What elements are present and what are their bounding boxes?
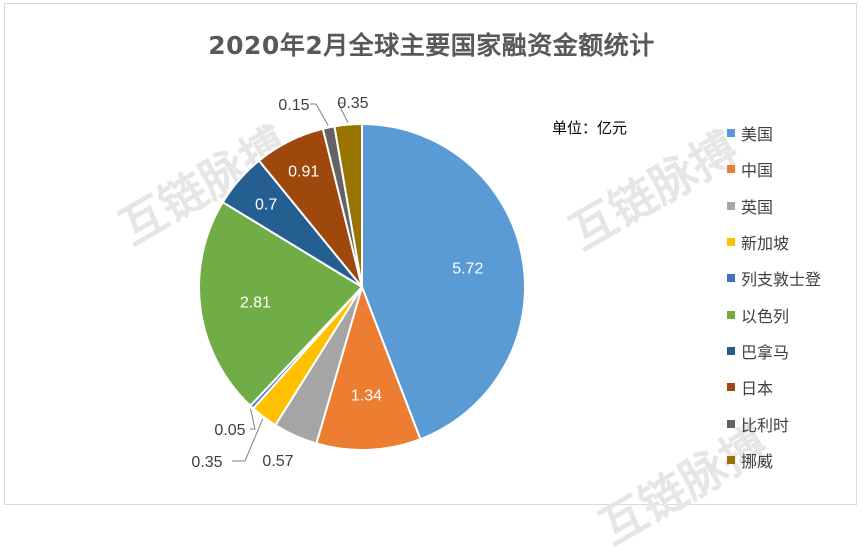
legend-label: 列支敦士登 bbox=[741, 270, 822, 290]
legend-item: 列支敦士登 bbox=[727, 260, 821, 296]
data-label-0: 5.72 bbox=[452, 260, 483, 277]
legend-item: 比利时 bbox=[727, 405, 821, 441]
unit-label: 单位：亿元 bbox=[552, 119, 628, 137]
legend-label: 新加坡 bbox=[741, 234, 790, 254]
legend-swatch bbox=[727, 129, 735, 138]
chart-legend: 美国中国英国新加坡列支敦士登以色列巴拿马日本比利时挪威 bbox=[727, 115, 821, 478]
legend-label: 以色列 bbox=[741, 306, 790, 326]
pie-slice-0 bbox=[361, 122, 526, 441]
legend-label: 日本 bbox=[741, 379, 774, 399]
pie-chart: 5.72 1.34 0.57 0.35 0.05 2.81 0.7 0.91 0.15 0.35 bbox=[191, 95, 526, 471]
data-label-7: 0.91 bbox=[288, 163, 319, 180]
data-label-4: 0.05 bbox=[214, 422, 245, 439]
pie-slice-9 bbox=[333, 122, 363, 288]
legend-item: 以色列 bbox=[727, 296, 821, 332]
legend-swatch bbox=[727, 310, 735, 319]
data-label-3: 0.35 bbox=[191, 454, 222, 471]
legend-label: 巴拿马 bbox=[741, 342, 790, 362]
pie-slice-5 bbox=[198, 200, 364, 408]
chart-title: 2020年2月全球主要国家融资金额统计 bbox=[208, 31, 655, 60]
leader-line-4 bbox=[249, 408, 256, 430]
legend-item: 巴拿马 bbox=[727, 333, 821, 369]
data-label-1: 1.34 bbox=[351, 387, 382, 404]
data-label-2: 0.57 bbox=[262, 453, 293, 470]
legend-label: 中国 bbox=[741, 161, 774, 181]
legend-swatch bbox=[727, 238, 735, 247]
data-label-5: 2.81 bbox=[240, 294, 271, 311]
leader-line-3 bbox=[232, 418, 264, 462]
legend-swatch bbox=[727, 274, 735, 283]
legend-label: 美国 bbox=[741, 125, 774, 145]
pie-slice-1 bbox=[315, 283, 422, 451]
legend-item: 挪威 bbox=[727, 442, 821, 478]
data-label-6: 0.7 bbox=[255, 196, 277, 213]
legend-item: 新加坡 bbox=[727, 224, 821, 260]
legend-label: 英国 bbox=[741, 197, 774, 217]
legend-item: 美国 bbox=[727, 115, 821, 151]
data-label-9: 0.35 bbox=[337, 95, 368, 112]
legend-label: 挪威 bbox=[741, 451, 774, 471]
legend-swatch bbox=[727, 346, 735, 355]
data-labels: 5.72 1.34 0.57 0.35 0.05 2.81 0.7 0.91 0.15 0.35 bbox=[191, 95, 483, 471]
legend-swatch bbox=[727, 419, 735, 428]
chart-frame bbox=[4, 3, 857, 505]
legend-swatch bbox=[727, 383, 735, 392]
leader-line-9 bbox=[337, 102, 349, 123]
leader-lines bbox=[232, 102, 349, 462]
legend-label: 比利时 bbox=[741, 415, 790, 435]
data-label-8: 0.15 bbox=[278, 97, 309, 114]
legend-item: 日本 bbox=[727, 369, 821, 405]
legend-swatch bbox=[727, 455, 735, 464]
legend-item: 英国 bbox=[727, 188, 821, 224]
pie-slices bbox=[198, 122, 526, 451]
legend-item: 中国 bbox=[727, 151, 821, 187]
legend-swatch bbox=[727, 165, 735, 174]
leader-line-8 bbox=[310, 103, 329, 126]
legend-swatch bbox=[727, 201, 735, 210]
